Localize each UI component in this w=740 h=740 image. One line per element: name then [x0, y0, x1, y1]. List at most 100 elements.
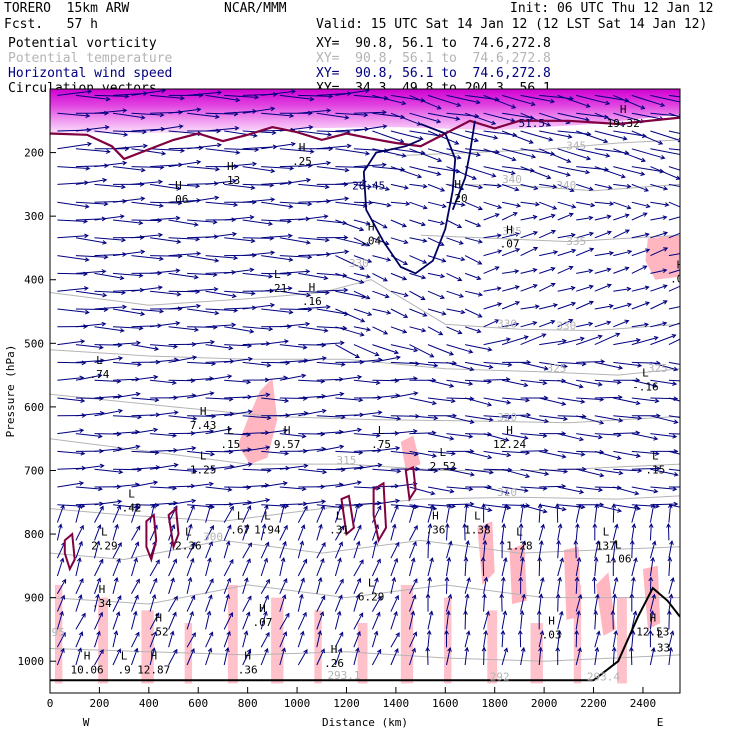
circulation-vector [131, 480, 159, 488]
circulation-vector [520, 646, 526, 666]
circulation-vector [650, 334, 677, 346]
vector-head [215, 114, 220, 119]
vector-head [532, 284, 538, 289]
vector-shaft [260, 579, 270, 595]
circulation-vector [520, 112, 552, 127]
vector-shaft [483, 266, 499, 274]
vector-shaft [668, 577, 674, 594]
circulation-vector [446, 166, 477, 180]
vector-shaft [353, 255, 372, 263]
vector-shaft [631, 212, 648, 221]
circulation-vector [297, 611, 307, 630]
vector-shaft [353, 504, 359, 523]
vector-head [556, 539, 561, 545]
vector-head [577, 593, 583, 599]
circulation-vector [94, 108, 128, 114]
vector-head [138, 273, 144, 278]
vector-shaft [446, 415, 474, 423]
circulation-vector [279, 647, 286, 666]
circulation-vector [168, 415, 198, 421]
vector-head [121, 184, 126, 190]
vector-head [640, 171, 646, 176]
vector-shaft [520, 305, 539, 310]
vector-shaft [316, 431, 343, 435]
theta-label: 320 [497, 411, 517, 424]
circulation-vector [576, 148, 611, 158]
circulation-vector [483, 302, 503, 310]
vector-shaft [242, 499, 270, 506]
vector-head [361, 179, 367, 185]
theta-label: 293.4 [587, 670, 620, 683]
vector-head [317, 576, 323, 582]
vector-shaft [668, 253, 680, 257]
vector-shaft [335, 326, 364, 336]
vector-head [265, 541, 270, 547]
vector-shaft [650, 503, 678, 506]
vector-shaft [186, 595, 195, 612]
circulation-vector [483, 414, 513, 420]
vector-shaft [613, 339, 640, 346]
vector-head [265, 578, 270, 584]
vector-head [323, 275, 329, 281]
vector-shaft [242, 446, 270, 452]
vector-head [209, 578, 214, 584]
circulation-vector [279, 540, 287, 559]
vector-shaft [613, 183, 631, 188]
pv-low-column [617, 597, 627, 684]
circulation-vector [353, 500, 382, 506]
circulation-vector [557, 433, 585, 442]
vector-shaft [279, 323, 310, 328]
vector-head [188, 523, 193, 529]
vector-shaft [242, 649, 251, 666]
extremum-value: 12.53 [636, 625, 669, 638]
circulation-vector [631, 397, 660, 404]
circulation-vector [650, 183, 669, 191]
vector-head [288, 257, 294, 262]
vector-shaft [205, 397, 233, 400]
circulation-vector [613, 94, 646, 110]
circulation-vector [390, 183, 409, 190]
vector-head [306, 177, 312, 183]
circulation-vector [502, 433, 529, 440]
vector-head [268, 326, 274, 332]
circulation-vector [390, 632, 400, 648]
vector-shaft [205, 375, 232, 381]
circulation-vector [538, 593, 544, 612]
circulation-vector [353, 237, 371, 247]
vector-head [681, 268, 685, 272]
circulation-vector [520, 433, 548, 438]
circulation-vector [668, 338, 680, 346]
legend-wind-name: Horizontal wind speed [8, 66, 173, 81]
vector-shaft [168, 559, 177, 577]
vector-shaft [131, 542, 139, 559]
circulation-vector [668, 166, 680, 171]
vector-head [383, 330, 389, 335]
circulation-vector [409, 201, 428, 210]
circulation-vector [483, 397, 512, 405]
circulation-vector [613, 397, 641, 406]
vector-head [666, 522, 671, 528]
vector-shaft [520, 557, 524, 577]
circulation-vector [353, 183, 373, 189]
circulation-vector [409, 255, 428, 264]
x-tick-label: 600 [188, 697, 208, 710]
vector-shaft [649, 523, 652, 541]
vector-shaft [483, 201, 502, 209]
vector-shaft [668, 610, 670, 630]
circulation-vector [409, 415, 439, 421]
vector-head [440, 273, 446, 279]
extremum-value: 1.25 [190, 463, 217, 476]
vector-shaft [501, 336, 529, 346]
circulation-vector [261, 428, 289, 435]
vector-shaft [334, 558, 341, 577]
circulation-vector [501, 556, 508, 577]
vector-head [506, 399, 512, 405]
vector-shaft [557, 302, 576, 310]
vector-shaft [446, 272, 462, 281]
vector-head [210, 451, 216, 457]
vector-head [342, 273, 348, 278]
vector-shaft [298, 410, 326, 417]
circulation-vector [427, 237, 445, 246]
circulation-vector [168, 355, 198, 363]
circulation-vector [464, 646, 470, 666]
